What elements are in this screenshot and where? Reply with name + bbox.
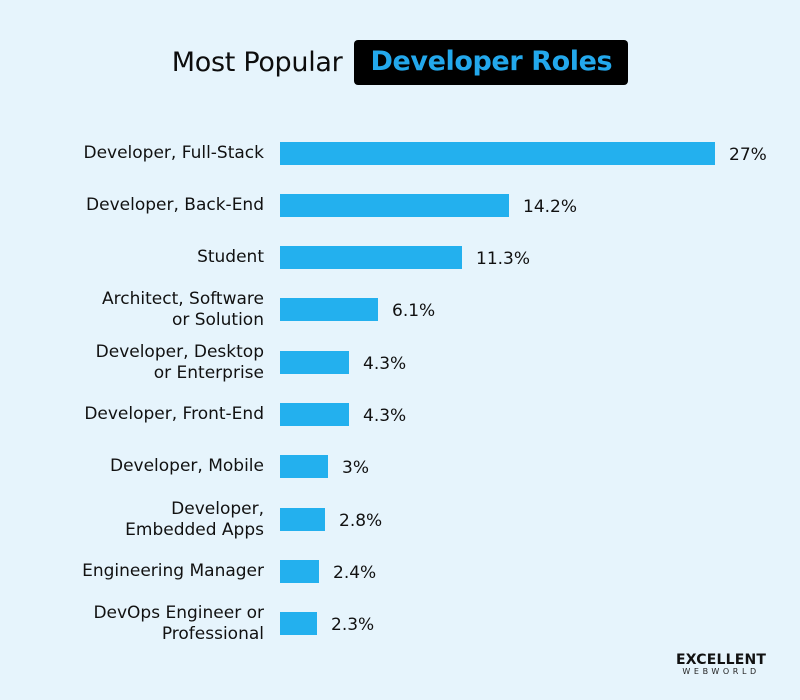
value-label: 4.3% <box>363 354 407 374</box>
category-label: Developer, Embedded Apps <box>125 499 264 540</box>
value-label: 14.2% <box>523 197 578 217</box>
value-label: 3% <box>342 458 369 478</box>
bar <box>280 455 328 478</box>
bar <box>280 142 715 165</box>
brand-logo: EXCELLENT WEBWORLD <box>676 653 766 677</box>
category-label: Student <box>197 247 264 267</box>
value-label: 2.3% <box>331 615 375 635</box>
category-label: Developer, Mobile <box>109 456 264 476</box>
bar <box>280 298 378 321</box>
value-label: 27% <box>729 145 767 165</box>
value-label: 4.3% <box>363 406 407 426</box>
category-label: DevOps Engineer or Professional <box>93 603 264 644</box>
category-label: Developer, Front-End <box>84 404 264 424</box>
bar <box>280 351 349 374</box>
logo-text-bottom: WEBWORLD <box>682 667 760 676</box>
bar <box>280 612 317 635</box>
chart-title: Most Popular Developer Roles <box>0 40 800 85</box>
value-label: 6.1% <box>392 301 436 321</box>
category-label: Engineering Manager <box>82 561 264 581</box>
category-label: Developer, Full-Stack <box>83 143 264 163</box>
category-label: Developer, Desktop or Enterprise <box>95 342 264 383</box>
bar <box>280 403 349 426</box>
title-highlight: Developer Roles <box>354 40 629 85</box>
bar <box>280 194 509 217</box>
bar <box>280 560 319 583</box>
bar <box>280 508 325 531</box>
title-plain: Most Popular <box>171 47 343 78</box>
value-label: 2.4% <box>333 563 377 583</box>
bar <box>280 246 462 269</box>
logo-text-top: EXCELLENT <box>676 652 767 668</box>
category-label: Developer, Back-End <box>86 195 264 215</box>
value-label: 11.3% <box>476 249 531 269</box>
value-label: 2.8% <box>339 511 383 531</box>
category-label: Architect, Software or Solution <box>102 289 264 330</box>
